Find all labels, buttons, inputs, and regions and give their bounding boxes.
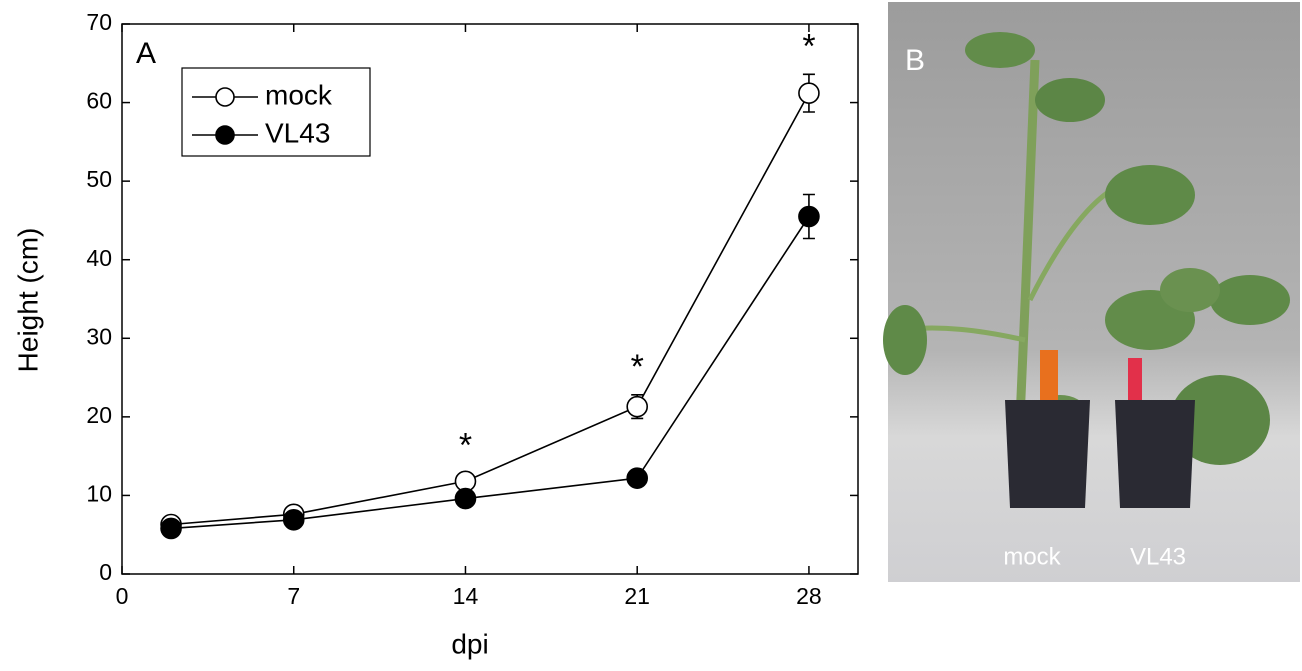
marker xyxy=(798,82,820,104)
photo: B mock VL43 xyxy=(883,2,1300,582)
photo-caption: VL43 xyxy=(1130,543,1186,570)
legend-label: VL43 xyxy=(265,117,330,148)
y-tick-label: 60 xyxy=(86,88,112,114)
significance-mark: * xyxy=(802,27,815,65)
leaf xyxy=(1160,268,1220,312)
x-tick-label: 14 xyxy=(453,583,479,609)
legend-marker xyxy=(215,125,235,145)
marker xyxy=(798,205,820,228)
x-tick-label: 7 xyxy=(287,583,300,609)
legend xyxy=(181,67,371,157)
pot xyxy=(1005,400,1090,508)
pot xyxy=(1115,400,1195,508)
marker xyxy=(160,517,182,540)
y-tick-label: 50 xyxy=(86,166,112,192)
photo-caption: mock xyxy=(1003,543,1061,570)
leaf xyxy=(1035,78,1105,122)
x-axis-label: dpi xyxy=(451,628,488,659)
leaf xyxy=(965,32,1035,68)
series-line xyxy=(171,92,810,526)
x-tick-label: 21 xyxy=(624,583,650,609)
x-tick-label: 28 xyxy=(796,583,822,609)
tag xyxy=(1040,350,1058,405)
leaf xyxy=(1170,375,1270,465)
y-tick-label: 70 xyxy=(86,9,112,35)
marker xyxy=(626,395,649,418)
y-axis-label: Height (cm) xyxy=(12,228,43,373)
leaf xyxy=(1105,165,1195,225)
marker xyxy=(626,467,649,489)
x-tick-label: 0 xyxy=(116,583,129,609)
y-tick-label: 30 xyxy=(86,323,112,349)
marker xyxy=(454,487,477,510)
plot-frame xyxy=(121,23,859,575)
leaf xyxy=(1210,275,1290,325)
stem xyxy=(1015,59,1040,421)
leaf xyxy=(883,305,927,375)
significance-mark: * xyxy=(459,426,472,464)
legend-label: mock xyxy=(265,79,333,110)
y-tick-label: 20 xyxy=(86,402,112,428)
y-tick-label: 40 xyxy=(86,245,112,271)
tag xyxy=(1128,358,1142,403)
y-tick-label: 0 xyxy=(99,559,112,585)
panel-label: A xyxy=(136,37,156,70)
panel-label: B xyxy=(905,44,925,77)
significance-mark: * xyxy=(631,348,644,386)
marker xyxy=(282,508,305,531)
y-tick-label: 10 xyxy=(86,481,112,507)
legend-marker xyxy=(215,87,235,107)
series-line xyxy=(171,216,810,530)
